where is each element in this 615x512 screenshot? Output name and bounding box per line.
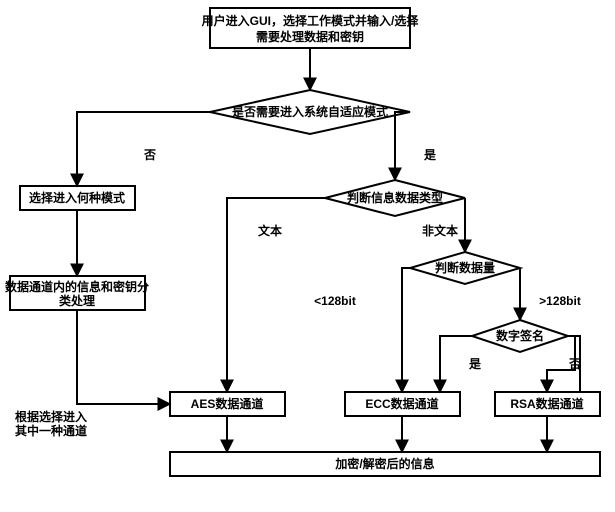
node-classify: 数据通道内的信息和密钥分 类处理	[5, 276, 149, 310]
classify-line2: 类处理	[59, 293, 95, 308]
edge-signature-yes	[440, 336, 472, 392]
aes-text: AES数据通道	[191, 396, 264, 411]
node-start: 用户进入GUI，选择工作模式并输入/选择 需要处理数据和密钥	[201, 8, 420, 48]
node-rsa: RSA数据通道	[495, 392, 600, 416]
rsa-text: RSA数据通道	[510, 396, 583, 411]
data-amount-text: 判断数据量	[435, 260, 495, 275]
data-type-text: 判断信息数据类型	[347, 190, 443, 205]
node-data-type: 判断信息数据类型	[325, 180, 465, 216]
label-no1: 否	[143, 148, 156, 162]
label-to-channels-1: 根据选择进入	[15, 409, 87, 424]
label-to-channels-2: 其中一种通道	[15, 423, 87, 438]
node-ecc: ECC数据通道	[345, 392, 460, 416]
select-mode-text: 选择进入何种模式	[29, 190, 125, 205]
adaptive-text: 是否需要进入系统自适应模式	[231, 104, 388, 119]
result-text: 加密/解密后的信息	[334, 456, 434, 471]
classify-line1: 数据通道内的信息和密钥分	[5, 279, 149, 294]
label-yes1: 是	[423, 148, 437, 162]
node-adaptive: 是否需要进入系统自适应模式	[210, 90, 410, 134]
signature-text: 数字签名	[496, 328, 544, 343]
edge-amount-lt128	[402, 268, 410, 392]
start-line1: 用户进入GUI，选择工作模式并输入/选择	[201, 13, 420, 28]
node-signature: 数字签名	[472, 320, 568, 352]
node-aes: AES数据通道	[170, 392, 285, 416]
edge-classify-aes	[77, 310, 170, 404]
node-result: 加密/解密后的信息	[170, 452, 600, 476]
ecc-text: ECC数据通道	[365, 396, 438, 411]
edge-adaptive-yes	[395, 112, 410, 180]
label-nontext-branch: 非文本	[422, 223, 458, 238]
label-gt128: >128bit	[539, 294, 581, 308]
node-select-mode: 选择进入何种模式	[20, 186, 135, 210]
label-text-branch: 文本	[258, 223, 282, 238]
label-sig-yes: 是	[468, 357, 482, 371]
start-line2: 需要处理数据和密钥	[256, 29, 364, 44]
node-data-amount: 判断数据量	[410, 252, 520, 284]
label-sig-no: 否	[568, 357, 581, 371]
label-lt128: <128bit	[314, 294, 356, 308]
